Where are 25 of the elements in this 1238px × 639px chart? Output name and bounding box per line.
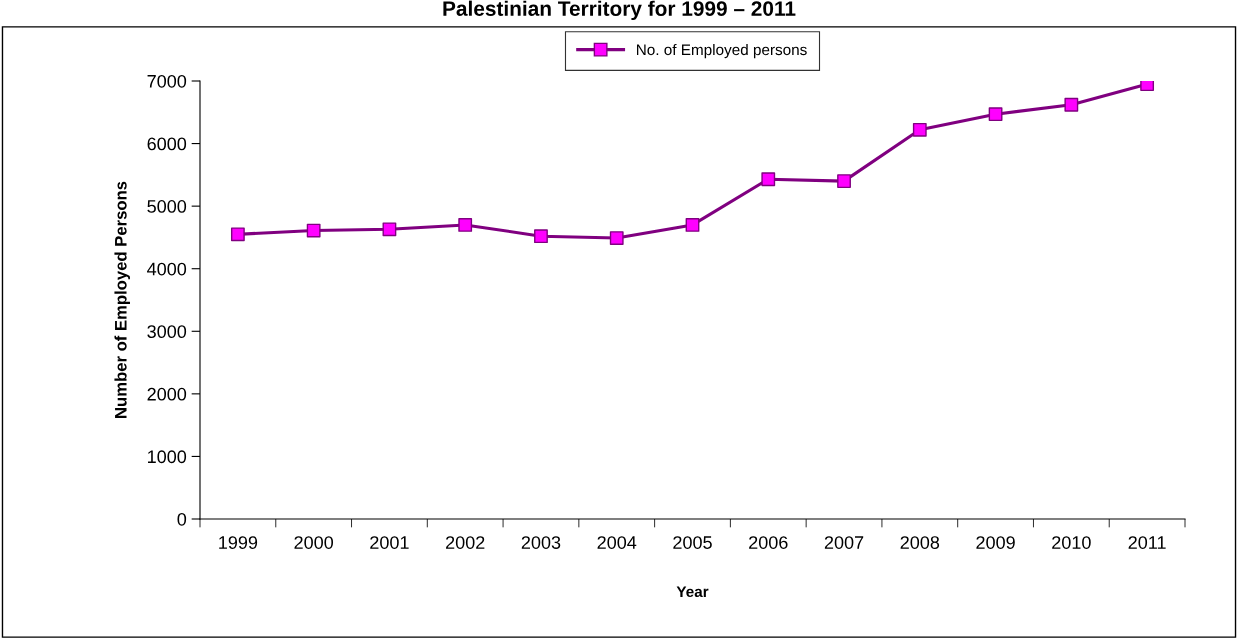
x-tick-label: 2010 <box>1052 536 1091 549</box>
x-tick-label: 2000 <box>294 536 334 549</box>
chart-title: Palestinian Territory for 1999 – 2011 <box>443 0 796 21</box>
y-tick-label: 4000 <box>147 262 187 276</box>
x-tick-label: 2008 <box>900 536 940 549</box>
x-tick-label: 2007 <box>824 536 864 549</box>
legend-label: No. of Employed persons <box>637 43 807 59</box>
x-tick-label: 2004 <box>597 536 637 549</box>
x-axis-title: Year <box>676 586 709 598</box>
x-tick-label: 2009 <box>976 536 1015 549</box>
x-tick-label: 2011 <box>1128 536 1166 549</box>
y-tick-label: 1000 <box>148 450 187 464</box>
x-tick-label: 2003 <box>521 536 561 549</box>
x-tick-label: 2001 <box>370 536 409 549</box>
y-tick-label: 2000 <box>147 387 187 401</box>
y-tick-label: 0 <box>177 512 187 526</box>
y-tick-label: 5000 <box>147 200 187 213</box>
x-tick-label: 2006 <box>749 536 788 549</box>
y-axis-title: Number of Employed Persons <box>114 181 130 418</box>
y-tick-label: 6000 <box>147 137 187 151</box>
x-tick-label: 2002 <box>446 536 485 549</box>
x-tick-label: 2005 <box>673 536 712 549</box>
y-tick-label: 3000 <box>147 325 187 339</box>
y-tick-label: 7000 <box>147 74 187 88</box>
x-tick-label: 1999 <box>219 536 258 549</box>
